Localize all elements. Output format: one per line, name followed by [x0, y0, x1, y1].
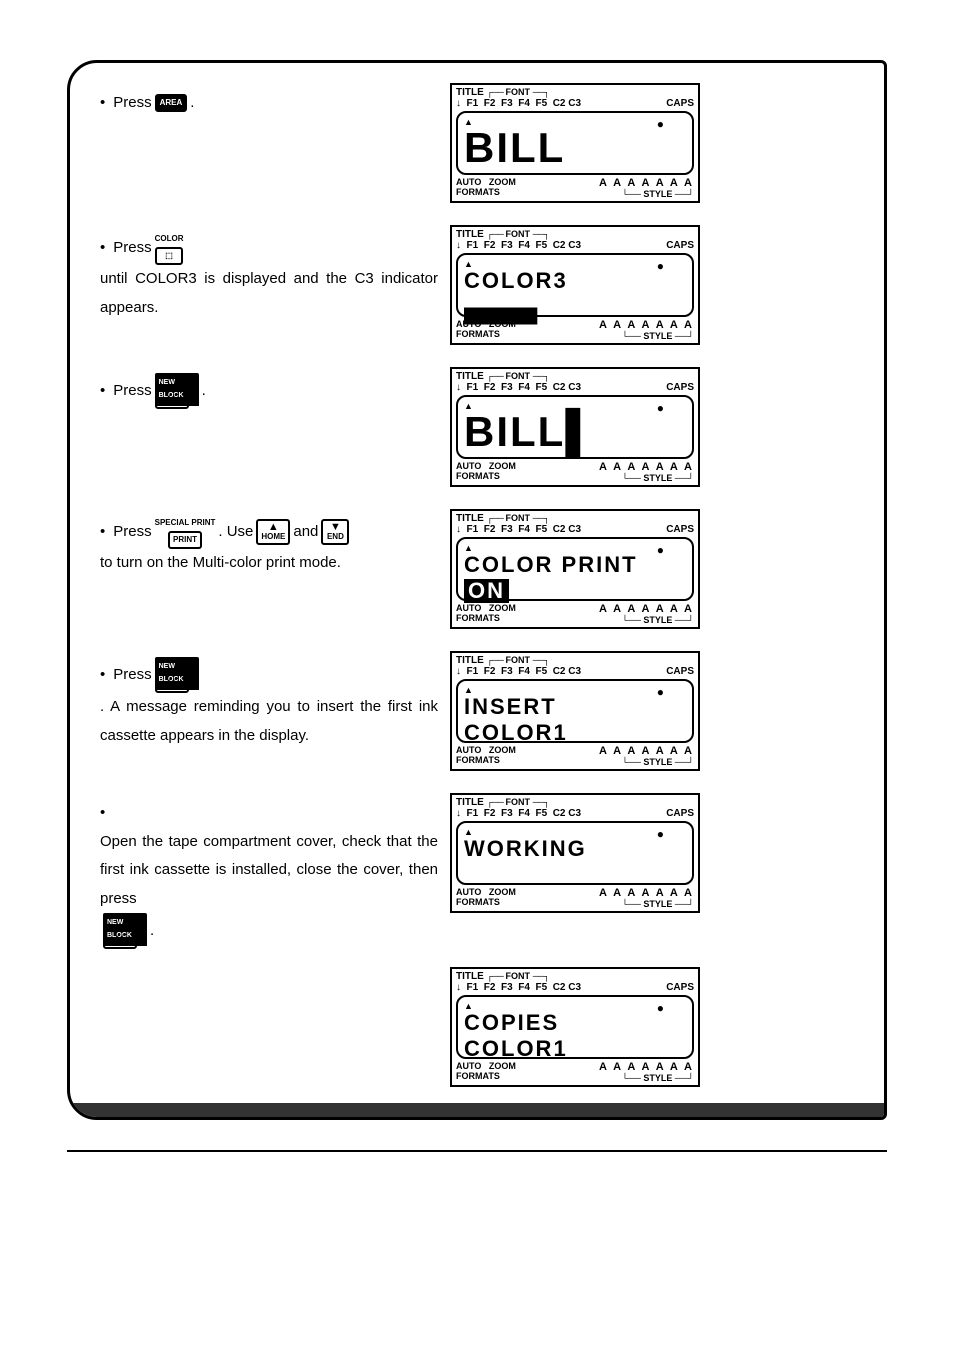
text: .: [202, 377, 206, 406]
instruction-4: • Press SPECIAL PRINT PRINT . Use ▲ HOME…: [100, 515, 438, 578]
newblock-key[interactable]: NEW BLOCK ↵: [103, 913, 147, 949]
instruction-6: • Open the tape compartment cover, check…: [100, 799, 438, 949]
step-row: • Open the tape compartment cover, check…: [100, 793, 864, 949]
text: Press: [113, 518, 151, 547]
text: .: [190, 89, 194, 118]
home-key[interactable]: ▲ HOME: [256, 519, 290, 545]
step-row: • Press NEW BLOCK ↵ . TITLE ┌── FONT ──┐…: [100, 367, 864, 491]
area-key[interactable]: AREA: [155, 94, 188, 112]
text: Press: [113, 234, 151, 263]
lcd-4: TITLE ┌── FONT ──┐ ↓ F1 F2 F3 F4 F5 C2 C…: [450, 509, 850, 633]
lcd-5: TITLE ┌── FONT ──┐ ↓ F1 F2 F3 F4 F5 C2 C…: [450, 651, 850, 775]
text: Open the tape compartment cover, check t…: [100, 828, 438, 914]
newblock-key[interactable]: NEW BLOCK ↵: [155, 373, 199, 409]
print-key[interactable]: SPECIAL PRINT PRINT: [155, 515, 216, 549]
text: Press: [113, 89, 151, 118]
step-row: • Press AREA . TITLE ┌── FONT ──┐ ↓ F1 F…: [100, 83, 864, 207]
footer-rule: [67, 1150, 887, 1152]
step-row: • Press SPECIAL PRINT PRINT . Use ▲ HOME…: [100, 509, 864, 633]
lcd-7: TITLE ┌── FONT ──┐ ↓ F1 F2 F3 F4 F5 C2 C…: [450, 967, 850, 1091]
text: until COLOR3 is displayed and the C3 ind…: [100, 265, 438, 322]
lcd-2: TITLE ┌── FONT ──┐ ↓ F1 F2 F3 F4 F5 C2 C…: [450, 225, 850, 349]
text: Press: [113, 661, 151, 690]
lcd-3: TITLE ┌── FONT ──┐ ↓ F1 F2 F3 F4 F5 C2 C…: [450, 367, 850, 491]
instruction-2: • Press COLOR ⬚ until COLOR3 is displaye…: [100, 231, 438, 322]
text: . Use: [218, 518, 253, 547]
text: Press: [113, 377, 151, 406]
step-row: • Press COLOR ⬚ until COLOR3 is displaye…: [100, 225, 864, 349]
color-key[interactable]: COLOR ⬚: [155, 231, 184, 265]
text: .: [150, 917, 154, 946]
end-key[interactable]: ▼ END: [321, 519, 349, 545]
newblock-key[interactable]: NEW BLOCK ↵: [155, 657, 199, 693]
instruction-1: • Press AREA .: [100, 89, 438, 118]
instruction-3: • Press NEW BLOCK ↵ .: [100, 373, 438, 409]
lcd-1: TITLE ┌── FONT ──┐ ↓ F1 F2 F3 F4 F5 C2 C…: [450, 83, 850, 207]
step-row: TITLE ┌── FONT ──┐ ↓ F1 F2 F3 F4 F5 C2 C…: [100, 967, 864, 1091]
text: and: [293, 518, 318, 547]
step-row: • Press NEW BLOCK ↵ . A message remindin…: [100, 651, 864, 775]
page-frame: • Press AREA . TITLE ┌── FONT ──┐ ↓ F1 F…: [67, 60, 887, 1120]
lcd-6: TITLE ┌── FONT ──┐ ↓ F1 F2 F3 F4 F5 C2 C…: [450, 793, 850, 917]
text: to turn on the Multi-color print mode.: [100, 549, 341, 578]
instruction-5: • Press NEW BLOCK ↵ . A message remindin…: [100, 657, 438, 750]
text: . A message reminding you to insert the …: [100, 693, 438, 750]
